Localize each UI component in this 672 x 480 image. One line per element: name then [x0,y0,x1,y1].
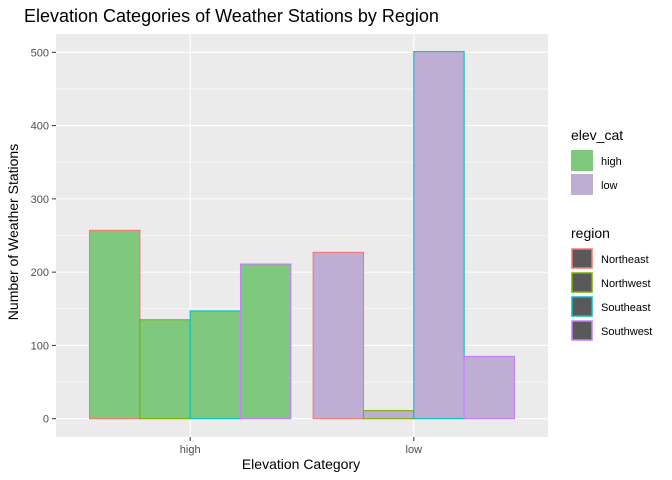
y-tick-label: 200 [31,267,49,279]
legend-label-high: high [601,156,622,168]
y-tick-label: 400 [31,121,49,133]
x-axis-title: Elevation Category [242,456,360,472]
bar-low-northwest [362,410,415,420]
legend-title-elev-cat: elev_cat [571,127,623,143]
y-tick-label: 500 [31,47,49,59]
x-tick-label: low [406,444,423,456]
x-tick-label: high [180,444,201,456]
y-tick-label: 100 [31,340,49,352]
legend-label-southwest: Southwest [601,326,652,338]
legend-label-northwest: Northwest [601,278,651,290]
legend-key-southeast [571,296,593,317]
bar-low-northeast [312,251,365,420]
bar-high-northeast [88,229,141,420]
legend-title-region: region [571,225,610,241]
legend-key-northeast [571,248,593,269]
y-tick-label: 0 [43,414,49,426]
bars [88,51,516,420]
axes: 0 100 200 300 400 500 high low [31,47,422,456]
legend-key-southwest [571,320,593,341]
legend-key-low [571,174,593,195]
bar-low-southwest [463,355,516,420]
y-tick-label: 300 [31,194,49,206]
bar-low-southeast [413,51,465,420]
legend-label-northeast: Northeast [601,254,649,266]
bar-high-southeast [189,310,242,420]
legend-label-low: low [601,180,618,192]
legend-key-northwest [571,272,593,293]
legend-label-southeast: Southeast [601,302,651,314]
bar-high-northwest [139,319,191,420]
chart-title: Elevation Categories of Weather Stations… [24,6,439,26]
legend-key-high [571,150,593,171]
y-axis-title: Number of Weather Stations [5,144,21,320]
bar-high-southwest [239,263,292,420]
